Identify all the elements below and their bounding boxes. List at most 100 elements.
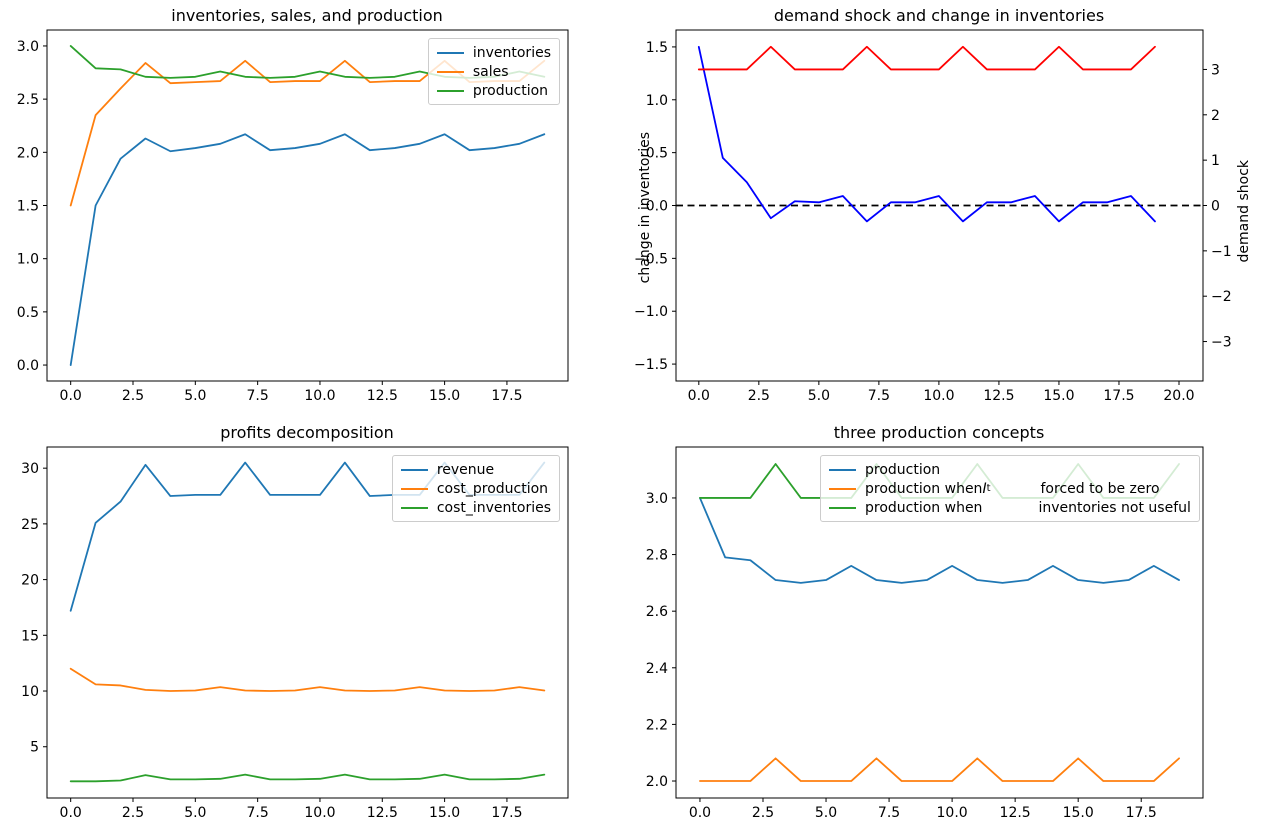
legend-line-swatch: [829, 487, 856, 490]
legend-row: revenue: [400, 461, 551, 478]
legend-row: production: [829, 461, 1191, 478]
x-tick-label: 5.0: [815, 805, 837, 821]
x-tick-label: 5.0: [184, 805, 206, 821]
x-tick-label: 15.0: [429, 805, 460, 821]
x-tick-label: 17.5: [491, 805, 522, 821]
subplot-title-profits-decomposition: profits decomposition: [220, 423, 394, 442]
y-tick-label: 2.0: [646, 774, 668, 790]
axes-frame: [675, 446, 1204, 799]
x-tick-label: 7.5: [868, 388, 890, 404]
y-tick-label: 10: [21, 684, 39, 700]
legend-label-spacer: [982, 507, 1038, 508]
right-y-tick-label: −1: [1211, 244, 1232, 260]
legend-label-segment: production when: [865, 499, 983, 516]
legend-line-swatch: [436, 51, 464, 54]
legend-line-swatch: [400, 487, 428, 490]
y-axis-label-change-in-inventories: change in inventories: [637, 132, 653, 284]
legend-row: production when inventories not useful: [829, 499, 1191, 516]
y-tick-label: 1.5: [17, 199, 39, 215]
legend-label-segment: production: [865, 461, 941, 478]
legend-line-swatch: [829, 506, 856, 509]
x-tick-label: 12.5: [983, 388, 1014, 404]
legend-label-segment: inventories: [472, 44, 551, 61]
y-tick-label: 15: [21, 628, 39, 644]
y-tick-label: 1.5: [646, 40, 668, 56]
legend-row: cost_production: [400, 480, 551, 497]
legend-line-swatch: [436, 89, 464, 92]
right-y-tick-label: 1: [1211, 153, 1220, 169]
x-tick-label: 10.0: [937, 805, 968, 821]
x-tick-label: 15.0: [1063, 805, 1094, 821]
legend-label-segment: sales: [472, 63, 509, 80]
y-tick-label: −0.5: [634, 251, 668, 267]
x-tick-label: 0.0: [60, 388, 82, 404]
y-tick-label: 1.0: [17, 252, 39, 268]
subplot-title-three-production-concepts: three production concepts: [833, 423, 1045, 442]
x-tick-label: 2.5: [748, 388, 770, 404]
legend-row: cost_inventories: [400, 499, 551, 516]
x-tick-label: 7.5: [247, 388, 269, 404]
y-tick-label: 5: [30, 740, 39, 756]
x-tick-label: 17.5: [1103, 388, 1134, 404]
x-tick-label: 5.0: [184, 388, 206, 404]
y-tick-label: 2.2: [646, 717, 668, 733]
y-tick-label: 2.6: [646, 604, 668, 620]
series-line-production-when-i-t-forced-to-be-zero: [699, 757, 1180, 782]
y-tick-label: 0.0: [17, 358, 39, 374]
legend-label-segment: forced to be zero: [1040, 480, 1160, 497]
x-tick-label: 10.0: [923, 388, 954, 404]
right-y-tick-label: 2: [1211, 108, 1220, 124]
y-tick-label: 2.4: [646, 661, 668, 677]
y-tick-label: 2.8: [646, 548, 668, 564]
y-tick-label: 30: [21, 461, 39, 477]
y-tick-label: 3.0: [17, 39, 39, 55]
legend-label-segment: cost_production: [436, 480, 549, 497]
series-line-change-in-inventories: [697, 46, 1156, 223]
axes-frame: [46, 446, 569, 799]
legend-label-segment: production when: [865, 480, 983, 497]
legend-row: production: [436, 82, 551, 99]
axes-frame: [675, 29, 1204, 382]
right-y-tick-label: 0: [1211, 199, 1220, 215]
series-line-cost-production: [69, 667, 546, 692]
x-tick-label: 7.5: [878, 805, 900, 821]
legend-line-swatch: [400, 468, 428, 471]
legend-label-segment: I: [982, 480, 987, 497]
legend-row: inventories: [436, 44, 551, 61]
x-tick-label: 17.5: [1126, 805, 1157, 821]
legend-profits-decomposition: revenue cost_production cost_inventories: [391, 455, 560, 522]
x-tick-label: 15.0: [429, 388, 460, 404]
legend-label-segment: t: [986, 483, 991, 494]
legend-label-segment: inventories not useful: [1038, 499, 1191, 516]
x-tick-label: 20.0: [1163, 388, 1194, 404]
subplot-title-demand-shock: demand shock and change in inventories: [773, 6, 1105, 25]
x-tick-label: 5.0: [808, 388, 830, 404]
x-tick-label: 0.0: [688, 388, 710, 404]
legend-line-swatch: [436, 70, 464, 73]
x-tick-label: 12.5: [367, 805, 398, 821]
axes-frame: [46, 29, 569, 382]
right-y-tick-label: −3: [1211, 335, 1232, 351]
x-tick-label: 15.0: [1043, 388, 1074, 404]
x-tick-label: 0.0: [689, 805, 711, 821]
series-line-demand-shock: [697, 45, 1156, 71]
legend-label-segment: production: [472, 82, 549, 99]
x-tick-label: 7.5: [247, 805, 269, 821]
series-line-inventories: [69, 133, 546, 366]
x-tick-label: 2.5: [752, 805, 774, 821]
subplot-title-inventories-sales-production: inventories, sales, and production: [171, 6, 443, 25]
x-tick-label: 0.0: [60, 805, 82, 821]
legend-inventories-sales-production: inventories sales production: [427, 38, 560, 105]
x-tick-label: 12.5: [1000, 805, 1031, 821]
x-tick-label: 17.5: [491, 388, 522, 404]
x-tick-label: 10.0: [304, 388, 335, 404]
x-tick-label: 12.5: [367, 388, 398, 404]
legend-label-spacer: [991, 488, 1041, 489]
right-y-tick-label: −2: [1211, 289, 1232, 305]
y-tick-label: 2.5: [17, 92, 39, 108]
series-line-production: [699, 497, 1180, 584]
